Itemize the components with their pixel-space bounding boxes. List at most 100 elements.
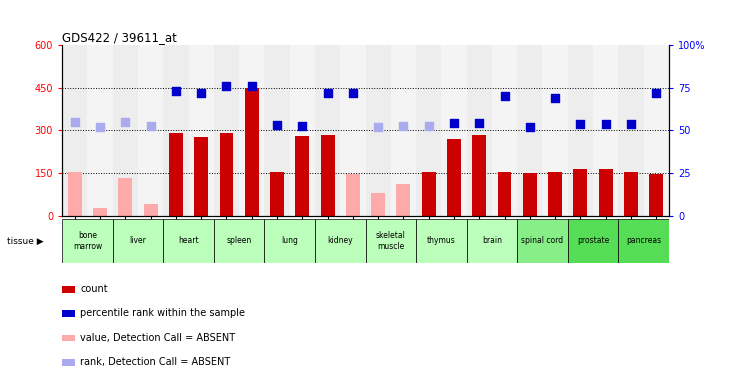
Bar <box>523 173 537 216</box>
Bar <box>144 204 158 216</box>
Text: brain: brain <box>482 237 502 246</box>
Text: tissue ▶: tissue ▶ <box>7 237 44 246</box>
Point <box>69 119 80 125</box>
Bar <box>68 171 82 216</box>
Bar <box>542 45 568 216</box>
Text: GDS422 / 39611_at: GDS422 / 39611_at <box>62 31 177 44</box>
Bar <box>194 137 208 216</box>
Point <box>195 90 207 96</box>
Text: pancreas: pancreas <box>626 237 661 246</box>
Bar <box>265 219 315 262</box>
Bar <box>169 133 183 216</box>
Bar <box>643 45 669 216</box>
Bar <box>138 45 163 216</box>
Bar <box>346 174 360 216</box>
Bar <box>442 45 466 216</box>
Text: skeletal
muscle: skeletal muscle <box>376 231 406 251</box>
Point <box>145 123 156 129</box>
Bar <box>649 174 663 216</box>
Text: count: count <box>80 284 108 294</box>
Point <box>119 119 131 125</box>
Point <box>423 123 434 129</box>
Bar <box>599 169 613 216</box>
Bar <box>113 219 163 262</box>
Text: kidney: kidney <box>327 237 353 246</box>
Point <box>170 88 182 94</box>
Text: heart: heart <box>178 237 199 246</box>
Bar <box>270 171 284 216</box>
Bar <box>340 45 366 216</box>
Point <box>474 120 485 126</box>
Text: rank, Detection Call = ABSENT: rank, Detection Call = ABSENT <box>80 357 231 367</box>
Text: lung: lung <box>281 237 298 246</box>
Point <box>372 124 384 130</box>
Bar <box>289 45 315 216</box>
Text: spleen: spleen <box>227 237 251 246</box>
Bar <box>618 45 643 216</box>
Point <box>625 121 637 127</box>
Bar <box>213 45 239 216</box>
Bar <box>93 208 107 216</box>
Bar <box>568 219 618 262</box>
Bar <box>472 135 486 216</box>
Bar <box>118 178 132 216</box>
Bar <box>466 45 492 216</box>
Text: bone
marrow: bone marrow <box>73 231 102 251</box>
Bar <box>62 45 88 216</box>
Bar <box>548 171 562 216</box>
Bar <box>366 45 391 216</box>
Bar <box>396 184 410 216</box>
Bar <box>315 45 340 216</box>
Bar <box>62 219 113 262</box>
Point <box>600 121 612 127</box>
Bar <box>492 45 517 216</box>
Bar <box>265 45 289 216</box>
Text: percentile rank within the sample: percentile rank within the sample <box>80 309 246 318</box>
Bar <box>624 171 638 216</box>
Bar <box>573 169 587 216</box>
Point <box>549 94 561 100</box>
Bar <box>315 219 366 262</box>
Point <box>398 123 409 129</box>
Point <box>246 83 257 89</box>
Point <box>524 124 536 130</box>
Bar <box>163 45 189 216</box>
Bar <box>295 136 309 216</box>
Bar <box>239 45 265 216</box>
Point <box>575 121 586 127</box>
Bar <box>163 219 213 262</box>
Bar <box>568 45 593 216</box>
Bar <box>391 45 416 216</box>
Bar <box>213 219 265 262</box>
Point <box>448 120 460 126</box>
Bar <box>88 45 113 216</box>
Text: spinal cord: spinal cord <box>521 237 564 246</box>
Point <box>221 83 232 89</box>
Bar <box>321 135 335 216</box>
Bar <box>245 88 259 216</box>
Point <box>271 122 283 128</box>
Bar <box>498 171 512 216</box>
Point <box>94 124 106 130</box>
Text: liver: liver <box>129 237 146 246</box>
Bar <box>416 219 466 262</box>
Point <box>499 93 510 99</box>
Bar <box>113 45 138 216</box>
Point <box>347 90 359 96</box>
Point <box>322 90 333 96</box>
Point <box>297 123 308 129</box>
Bar <box>466 219 518 262</box>
Point <box>651 90 662 96</box>
Bar <box>189 45 213 216</box>
Bar <box>518 219 568 262</box>
Bar <box>416 45 442 216</box>
Bar <box>447 139 461 216</box>
Bar <box>517 45 542 216</box>
Text: prostate: prostate <box>577 237 609 246</box>
Bar <box>593 45 618 216</box>
Bar <box>371 194 385 216</box>
Bar <box>422 171 436 216</box>
Text: value, Detection Call = ABSENT: value, Detection Call = ABSENT <box>80 333 235 343</box>
Bar <box>366 219 416 262</box>
Bar <box>219 133 233 216</box>
